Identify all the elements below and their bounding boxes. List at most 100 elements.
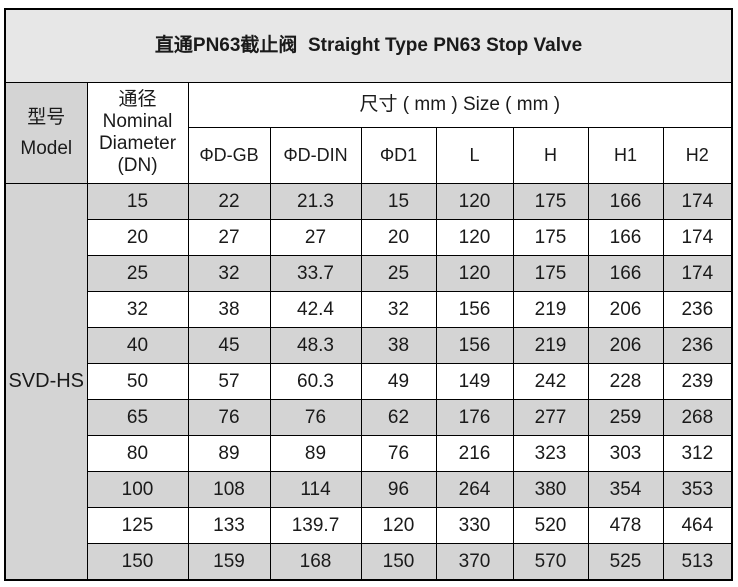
model-column-header: 型号 Model — [4, 82, 88, 184]
dimension-cell: 353 — [662, 471, 733, 508]
table-row: 20 27 27 20 120 175 166 174 — [5, 219, 733, 256]
dim-column-header: H1 — [587, 127, 664, 184]
dimension-cell: 42.4 — [269, 291, 362, 328]
dimension-cell: 370 — [435, 543, 514, 581]
dimension-cell: 354 — [587, 471, 664, 508]
dimension-cell: 108 — [187, 471, 271, 508]
size-group-header: 尺寸 ( mm ) Size ( mm ) — [187, 82, 733, 128]
dimension-cell: 525 — [587, 543, 664, 581]
dimension-cell: 89 — [187, 435, 271, 472]
dim-column-header: ΦD-GB — [187, 127, 271, 184]
dn-cell: 40 — [86, 327, 189, 364]
dimension-cell: 228 — [587, 363, 664, 400]
dimension-cell: 38 — [360, 327, 437, 364]
model-value-cell: SVD-HS — [4, 183, 88, 581]
model-header-en: Model — [20, 137, 73, 159]
nominal-diameter-column-header: 通径 Nominal Diameter (DN) — [86, 82, 189, 184]
dn-cell: 100 — [86, 471, 189, 508]
dimension-cell: 174 — [662, 219, 733, 256]
model-header-zh: 型号 — [27, 106, 66, 128]
dimension-cell: 175 — [512, 219, 589, 256]
dimension-cell: 166 — [587, 183, 664, 220]
dim-column-header: H — [512, 127, 589, 184]
dn-cell: 15 — [86, 183, 189, 220]
dimension-cell: 120 — [435, 183, 514, 220]
dim-column-header: H2 — [662, 127, 733, 184]
dimension-cell: 277 — [512, 399, 589, 436]
dimension-cell: 176 — [435, 399, 514, 436]
dim-header-row: ΦD-GB ΦD-DIN ΦD1 L H H1 H2 — [5, 127, 733, 184]
table-row: 150 159 168 150 370 570 525 513 — [5, 543, 733, 581]
dimension-cell: 268 — [662, 399, 733, 436]
spacer — [6, 129, 86, 138]
dim-column-header: L — [435, 127, 514, 184]
page-title: 直通PN63截止阀 Straight Type PN63 Stop Valve — [4, 8, 733, 83]
dimension-cell: 236 — [662, 291, 733, 328]
table-row: 32 38 42.4 32 156 219 206 236 — [5, 291, 733, 328]
dimension-cell: 114 — [269, 471, 362, 508]
dimension-cell: 206 — [587, 291, 664, 328]
table-row: 125 133 139.7 120 330 520 478 464 — [5, 507, 733, 544]
dimension-cell: 33.7 — [269, 255, 362, 292]
dn-cell: 20 — [86, 219, 189, 256]
dimension-cell: 156 — [435, 327, 514, 364]
table-row: 80 89 89 76 216 323 303 312 — [5, 435, 733, 472]
table-row: SVD-HS 15 22 21.3 15 120 175 166 174 — [4, 183, 733, 581]
dn-cell: 65 — [86, 399, 189, 436]
dimension-cell: 150 — [360, 543, 437, 581]
dimension-cell: 57 — [187, 363, 271, 400]
dimension-cell: 380 — [512, 471, 589, 508]
dimension-cell: 45 — [187, 327, 271, 364]
dn-cell: 80 — [86, 435, 189, 472]
dim-column-header: ΦD1 — [360, 127, 437, 184]
dimension-cell: 175 — [512, 183, 589, 220]
dim-column-header: ΦD-DIN — [269, 127, 362, 184]
valve-spec-table: 直通PN63截止阀 Straight Type PN63 Stop Valve … — [4, 8, 734, 581]
dimension-cell: 570 — [512, 543, 589, 581]
dn-header-line-nominal: Nominal — [102, 111, 173, 133]
dimension-cell: 330 — [435, 507, 514, 544]
dimension-cell: 174 — [662, 255, 733, 292]
table-row: 50 57 60.3 49 149 242 228 239 — [5, 363, 733, 400]
dimension-cell: 32 — [360, 291, 437, 328]
dimension-cell: 25 — [360, 255, 437, 292]
dn-cell: 125 — [86, 507, 189, 544]
dimension-cell: 120 — [435, 255, 514, 292]
dimension-cell: 478 — [587, 507, 664, 544]
title-row: 直通PN63截止阀 Straight Type PN63 Stop Valve — [4, 8, 733, 83]
dn-header-line-diameter: Diameter — [98, 133, 177, 154]
dimension-cell: 219 — [512, 291, 589, 328]
dimension-cell: 168 — [269, 543, 362, 581]
dimension-cell: 513 — [662, 543, 733, 581]
dimension-cell: 520 — [512, 507, 589, 544]
dimension-cell: 149 — [435, 363, 514, 400]
dimension-cell: 216 — [435, 435, 514, 472]
dimension-cell: 259 — [587, 399, 664, 436]
dn-cell: 150 — [86, 543, 189, 581]
dimension-cell: 323 — [512, 435, 589, 472]
dn-cell: 25 — [86, 255, 189, 292]
dimension-cell: 236 — [662, 327, 733, 364]
dimension-cell: 49 — [360, 363, 437, 400]
dimension-cell: 38 — [187, 291, 271, 328]
dimension-cell: 219 — [512, 327, 589, 364]
dimension-cell: 139.7 — [269, 507, 362, 544]
dimension-cell: 32 — [187, 255, 271, 292]
dimension-cell: 120 — [360, 507, 437, 544]
dimension-cell: 48.3 — [269, 327, 362, 364]
dimension-cell: 76 — [360, 435, 437, 472]
dimension-cell: 242 — [512, 363, 589, 400]
dimension-cell: 159 — [187, 543, 271, 581]
dimension-cell: 264 — [435, 471, 514, 508]
dimension-cell: 76 — [187, 399, 271, 436]
table-row: 40 45 48.3 38 156 219 206 236 — [5, 327, 733, 364]
table-row: 65 76 76 62 176 277 259 268 — [5, 399, 733, 436]
dimension-cell: 175 — [512, 255, 589, 292]
table-body: SVD-HS 15 22 21.3 15 120 175 166 174 20 27 27 20 120 1… — [4, 183, 733, 581]
dn-cell: 50 — [86, 363, 189, 400]
dimension-cell: 89 — [269, 435, 362, 472]
dimension-cell: 22 — [187, 183, 271, 220]
dimension-cell: 60.3 — [269, 363, 362, 400]
dimension-cell: 96 — [360, 471, 437, 508]
